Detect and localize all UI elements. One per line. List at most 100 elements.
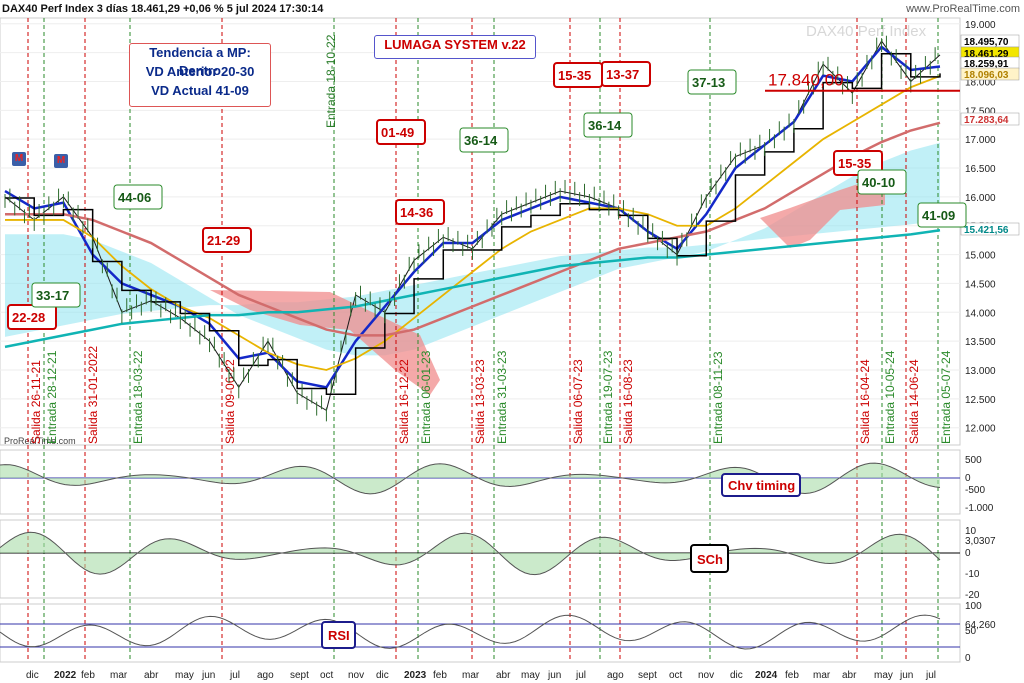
x-tick-label: may bbox=[521, 670, 540, 681]
chv-label: Chv timing bbox=[728, 478, 795, 493]
watermark: DAX40 Perf Index bbox=[806, 23, 927, 40]
x-tick-label: oct bbox=[320, 670, 334, 681]
signal-box bbox=[376, 119, 426, 145]
x-tick-label: jul bbox=[925, 670, 936, 681]
sch-osc-line bbox=[0, 531, 941, 576]
price-tag bbox=[960, 67, 1020, 81]
sch-osc-fill bbox=[0, 532, 940, 575]
x-tick-label: feb bbox=[433, 670, 447, 681]
x-tick-label: 2023 bbox=[404, 670, 427, 681]
system-label: LUMAGA SYSTEM v.22 bbox=[374, 35, 536, 59]
sch-tick-label: -10 bbox=[965, 569, 980, 580]
event-label-salida: Salida 13-03-23 bbox=[473, 359, 487, 444]
x-tick-label: ago bbox=[257, 670, 274, 681]
event-label-entrada: Entrada 28-12-21 bbox=[45, 350, 59, 444]
event-label-salida: Salida 26-11-21 bbox=[29, 360, 43, 444]
signal-box bbox=[395, 199, 445, 225]
x-tick-label: mar bbox=[110, 670, 128, 681]
ichimoku-cloud-bear bbox=[210, 290, 440, 395]
rsi-tick-label: 100 bbox=[965, 601, 982, 612]
red-ma-line bbox=[5, 121, 941, 337]
rsi-tick-label: 0 bbox=[965, 653, 971, 664]
rsi-label-box bbox=[321, 621, 356, 649]
signal-label-entrada: 36-14 bbox=[464, 133, 498, 148]
rsi-line bbox=[0, 614, 941, 650]
chv-tick-label: -500 bbox=[965, 485, 985, 496]
signal-box bbox=[31, 282, 81, 308]
signal-label-salida: 21-29 bbox=[207, 233, 240, 248]
chv-tick-label: 0 bbox=[965, 473, 971, 484]
signal-label-entrada: 44-06 bbox=[118, 190, 151, 205]
rsi-tick-label: 50 bbox=[965, 626, 977, 637]
sch-tick-label: 10 bbox=[965, 526, 977, 537]
sch-label: SCh bbox=[697, 552, 723, 567]
x-tick-label: 2024 bbox=[755, 670, 778, 681]
event-label-salida: Salida 16-04-24 bbox=[858, 359, 872, 444]
signal-box bbox=[687, 69, 737, 95]
y-tick-label: 14.500 bbox=[965, 279, 996, 290]
signal-label-entrada: 36-14 bbox=[588, 118, 622, 133]
y-tick-label: 15.000 bbox=[965, 251, 996, 262]
signal-box bbox=[202, 227, 252, 253]
y-tick-label: 17.000 bbox=[965, 135, 996, 146]
rsi-label: RSI bbox=[328, 628, 350, 643]
y-tick-label: 16.000 bbox=[965, 193, 996, 204]
x-tick-label: sept bbox=[290, 670, 309, 681]
teal-ma-line bbox=[4, 228, 941, 349]
y-tick-label: 12.000 bbox=[965, 424, 996, 435]
signal-label-entrada: 37-13 bbox=[692, 75, 725, 90]
x-tick-label: sept bbox=[638, 670, 657, 681]
marker-m-icon: M bbox=[54, 154, 68, 168]
price-tag-label: 18.096,03 bbox=[964, 70, 1009, 81]
x-tick-label: feb bbox=[81, 670, 95, 681]
event-label-salida: Salida 06-07-23 bbox=[571, 359, 585, 444]
y-tick-label: 14.000 bbox=[965, 308, 996, 319]
event-label-salida: Salida 14-06-24 bbox=[907, 359, 921, 444]
signal-box bbox=[917, 202, 967, 228]
signal-label-entrada: 33-17 bbox=[36, 288, 69, 303]
y-tick-label: 17.500 bbox=[965, 106, 996, 117]
price-tag-label: 15.421,56 bbox=[964, 225, 1009, 236]
y-tick-label: 13.000 bbox=[965, 366, 996, 377]
x-tick-label: jun bbox=[201, 670, 215, 681]
sch-value: 3,0307 bbox=[965, 536, 996, 547]
x-tick-label: jun bbox=[547, 670, 561, 681]
event-label-entrada: Entrada 06-01-23 bbox=[419, 350, 433, 444]
signal-box bbox=[113, 184, 163, 210]
x-tick-label: 2022 bbox=[54, 670, 77, 681]
prev-vd-line: VD Anterior 20-30 bbox=[145, 64, 255, 79]
y-tick-label: 19.000 bbox=[965, 20, 996, 31]
chv-tick-label: 500 bbox=[965, 455, 982, 466]
chart-header: DAX40 Perf Index 3 días 18.461,29 +0,06 … bbox=[0, 0, 1024, 18]
x-tick-label: abr bbox=[496, 670, 511, 681]
ichimoku-cloud-bear bbox=[760, 175, 885, 248]
event-label-entrada: Entrada 05-07-24 bbox=[939, 350, 953, 444]
signal-label-salida: 13-37 bbox=[606, 67, 639, 82]
x-tick-label: mar bbox=[813, 670, 831, 681]
event-label-entrada: Entrada 10-05-24 bbox=[883, 350, 897, 444]
signal-label-entrada: 40-10 bbox=[862, 175, 895, 190]
sch-panel bbox=[0, 519, 961, 599]
site-link[interactable]: www.ProRealTime.com bbox=[906, 3, 1020, 15]
sch-tick-label: -20 bbox=[965, 590, 980, 601]
y-tick-label: 18.000 bbox=[965, 77, 996, 88]
x-tick-label: jun bbox=[899, 670, 913, 681]
signal-label-salida: 15-35 bbox=[838, 156, 871, 171]
chv-label-box bbox=[721, 473, 801, 497]
rsi-value: 64,260 bbox=[965, 620, 996, 631]
x-tick-label: mar bbox=[462, 670, 480, 681]
price-tag bbox=[960, 222, 1020, 236]
x-tick-label: dic bbox=[26, 670, 39, 681]
event-label-entrada: Entrada 18-10-22 bbox=[324, 34, 338, 128]
signal-label-salida: 01-49 bbox=[381, 125, 414, 140]
sch-tick-label: 0 bbox=[965, 548, 971, 559]
event-label-entrada: Entrada 19-07-23 bbox=[601, 350, 615, 444]
y-tick-label: 16.500 bbox=[965, 164, 996, 175]
yellow-ma-line bbox=[5, 75, 941, 371]
price-tag bbox=[960, 112, 1020, 126]
x-tick-label: feb bbox=[785, 670, 799, 681]
event-label-salida: Salida 31-01-2022 bbox=[86, 346, 100, 444]
x-tick-label: ago bbox=[607, 670, 624, 681]
credit-label: ProRealTime.com bbox=[4, 436, 76, 446]
